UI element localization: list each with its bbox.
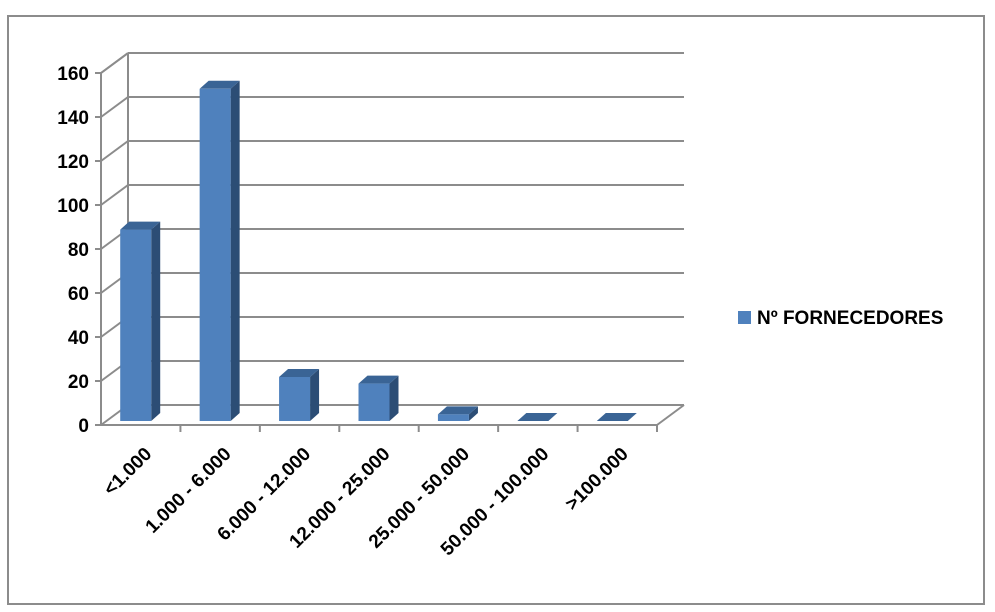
y-tick-label: 60	[68, 284, 89, 305]
y-tick-label: 120	[57, 152, 89, 173]
gridline-diagonal	[100, 52, 129, 74]
y-tick-label: 0	[78, 416, 89, 437]
y-tick-label: 160	[57, 64, 89, 85]
x-tick-label: >100.000	[562, 444, 633, 515]
bar	[199, 80, 240, 422]
bars	[120, 80, 637, 422]
gridline-diagonal	[100, 140, 129, 162]
legend-label: Nº FORNECEDORES	[757, 308, 943, 329]
bar	[358, 375, 399, 421]
bar	[279, 369, 320, 421]
y-tick-label: 40	[68, 328, 89, 349]
y-tick-label: 20	[68, 372, 89, 393]
legend: Nº FORNECEDORES	[738, 308, 943, 329]
gridline-diagonal	[100, 184, 129, 206]
x-tick-label: <1.000	[100, 444, 156, 500]
bar	[437, 406, 478, 421]
chart-frame	[7, 15, 985, 605]
y-axis-ticks: 0 20 40 60 80 100 120 140 160	[57, 64, 101, 437]
bar	[120, 221, 161, 421]
y-tick-label: 140	[57, 108, 89, 129]
y-tick-label: 80	[68, 240, 89, 261]
gridlines	[100, 52, 684, 426]
chart-walls	[100, 52, 685, 426]
bar	[596, 413, 637, 421]
bar	[517, 413, 558, 421]
legend-swatch	[738, 311, 751, 324]
gridline-diagonal	[100, 96, 129, 118]
y-tick-label: 100	[57, 196, 89, 217]
